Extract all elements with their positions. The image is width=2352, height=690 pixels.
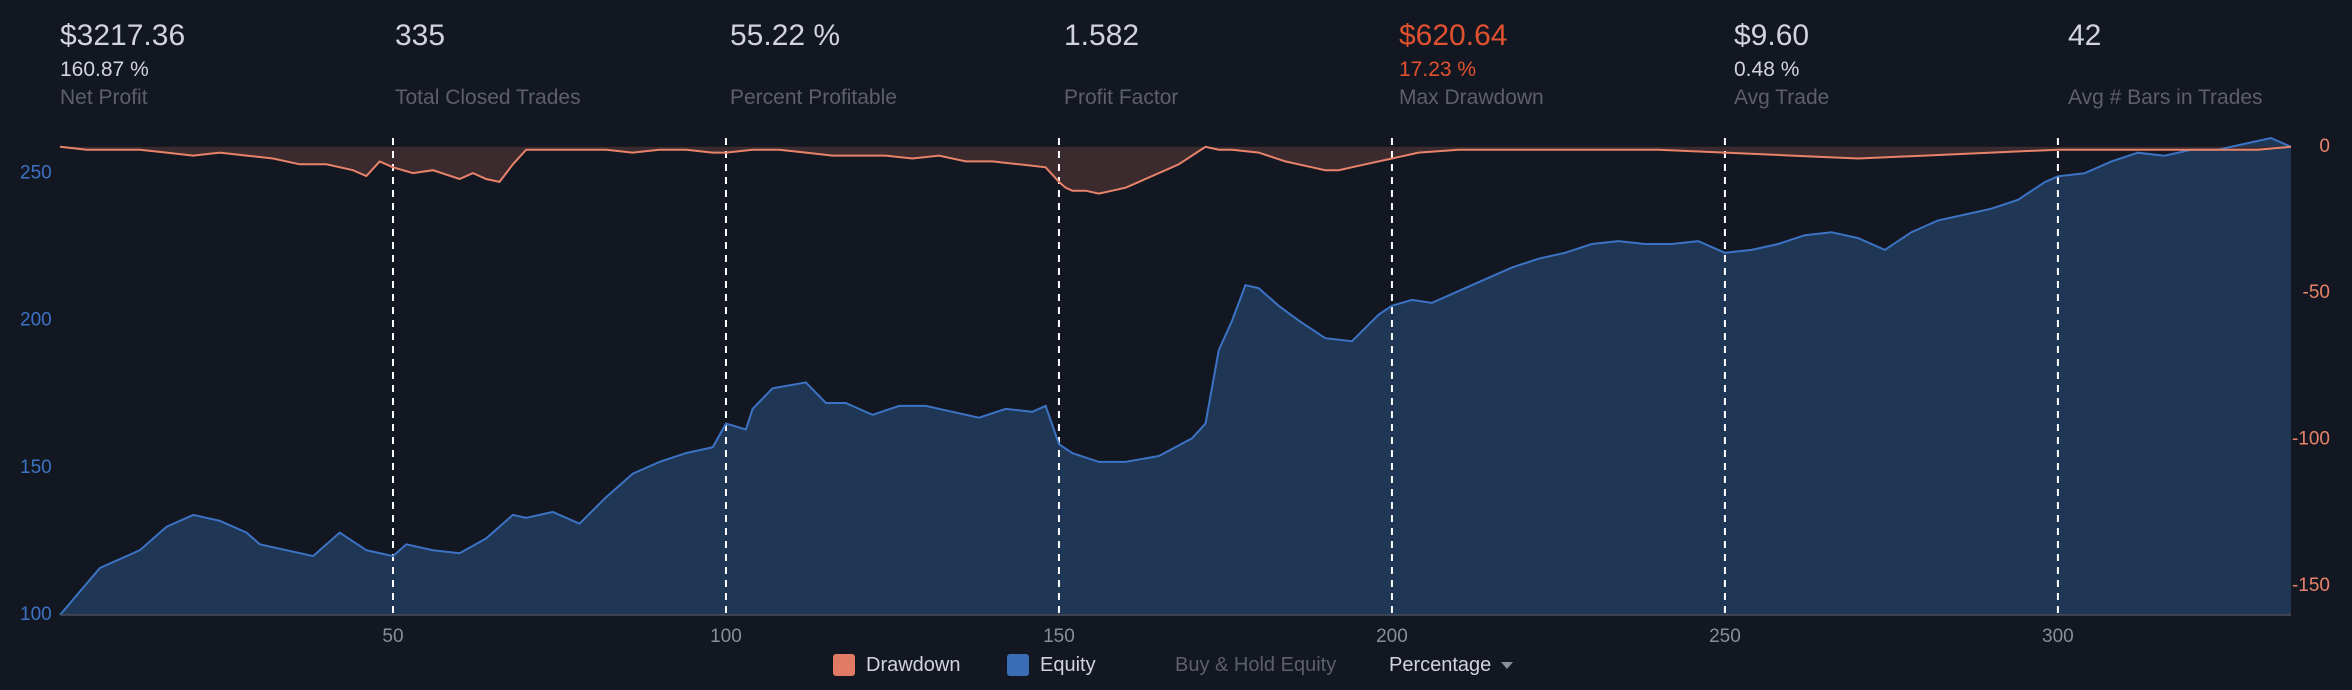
x-tick-label: 250 bbox=[1709, 626, 1741, 647]
equity-line bbox=[59, 136, 2292, 616]
stat-percent bbox=[1064, 56, 1394, 84]
x-tick-label: 150 bbox=[1043, 626, 1075, 647]
drawdown-line bbox=[59, 145, 2292, 195]
y-right-tick-label: -50 bbox=[2303, 282, 2330, 303]
stat-label: Total Closed Trades bbox=[395, 86, 581, 109]
stat-percent bbox=[2068, 56, 2352, 84]
stat-value: 1.582 bbox=[1064, 19, 1140, 52]
stat-value: $9.60 bbox=[1734, 19, 1810, 52]
stat-value: $620.64 bbox=[1399, 19, 1508, 52]
x-tick-label: 100 bbox=[710, 626, 742, 647]
legend-item-buy-hold-equity[interactable]: Buy & Hold Equity bbox=[1175, 648, 1336, 682]
stat-net-profit: $3217.36 160.87 % Net Profit bbox=[60, 16, 390, 112]
equity-area bbox=[60, 138, 2291, 615]
stat-percent: 17.23 % bbox=[1399, 58, 1477, 81]
stat-percent: 160.87 % bbox=[60, 58, 149, 81]
y-left-tick-label: 250 bbox=[20, 162, 52, 183]
stat-label: Net Profit bbox=[60, 86, 148, 109]
chevron-down-icon bbox=[1501, 661, 1514, 669]
stat-label: Percent Profitable bbox=[730, 86, 897, 109]
stat-label: Avg # Bars in Trades bbox=[2068, 86, 2263, 109]
legend-item-equity[interactable]: Equity bbox=[1007, 648, 1096, 682]
stat-value: 42 bbox=[2068, 19, 2102, 52]
stat-avg-bars-in-trades: 42 Avg # Bars in Trades bbox=[2068, 16, 2352, 112]
y-right-tick-label: -150 bbox=[2292, 575, 2330, 596]
drawdown-area bbox=[60, 146, 2291, 194]
y-left-tick-label: 100 bbox=[20, 604, 52, 625]
percentage-dropdown[interactable]: Percentage bbox=[1389, 648, 1514, 682]
y-left-tick-label: 150 bbox=[20, 457, 52, 478]
stat-total-closed-trades: 335 Total Closed Trades bbox=[395, 16, 725, 112]
stat-label: Avg Trade bbox=[1734, 86, 1830, 109]
stat-percent-profitable: 55.22 % Percent Profitable bbox=[730, 16, 1060, 112]
chart-legend: Drawdown Equity Buy & Hold Equity Percen… bbox=[0, 648, 2352, 682]
x-tick-label: 300 bbox=[2042, 626, 2074, 647]
stat-profit-factor: 1.582 Profit Factor bbox=[1064, 16, 1394, 112]
stat-max-drawdown: $620.64 17.23 % Max Drawdown bbox=[1399, 16, 1729, 112]
equity-drawdown-chart[interactable]: 50 100 150 200 250 300 100 150 200 250 0 -50 -100 -15… bbox=[0, 120, 2352, 648]
y-left-tick-label: 200 bbox=[20, 310, 52, 331]
x-tick-label: 200 bbox=[1376, 626, 1408, 647]
legend-label: Buy & Hold Equity bbox=[1175, 653, 1337, 676]
legend-item-drawdown[interactable]: Drawdown bbox=[833, 648, 960, 682]
y-right-tick-label: -100 bbox=[2292, 428, 2330, 449]
stat-percent: 0.48 % bbox=[1734, 58, 1800, 81]
legend-label: Drawdown bbox=[866, 653, 961, 676]
stat-value: 55.22 % bbox=[730, 19, 841, 52]
stat-value: $3217.36 bbox=[60, 19, 186, 52]
dropdown-label: Percentage bbox=[1389, 653, 1492, 676]
stat-percent bbox=[730, 56, 1060, 84]
stats-bar: $3217.36 160.87 % Net Profit 335 Total C… bbox=[0, 0, 2352, 120]
stat-avg-trade: $9.60 0.48 % Avg Trade bbox=[1734, 16, 2064, 112]
stat-label: Profit Factor bbox=[1064, 86, 1179, 109]
stat-label: Max Drawdown bbox=[1399, 86, 1544, 109]
stat-value: 335 bbox=[395, 19, 446, 52]
stat-percent bbox=[395, 56, 725, 84]
y-right-tick-label: 0 bbox=[2319, 136, 2330, 157]
legend-label: Equity bbox=[1040, 653, 1096, 676]
drawdown-swatch-icon bbox=[833, 654, 855, 676]
x-tick-label: 50 bbox=[382, 626, 403, 647]
equity-swatch-icon bbox=[1007, 654, 1029, 676]
